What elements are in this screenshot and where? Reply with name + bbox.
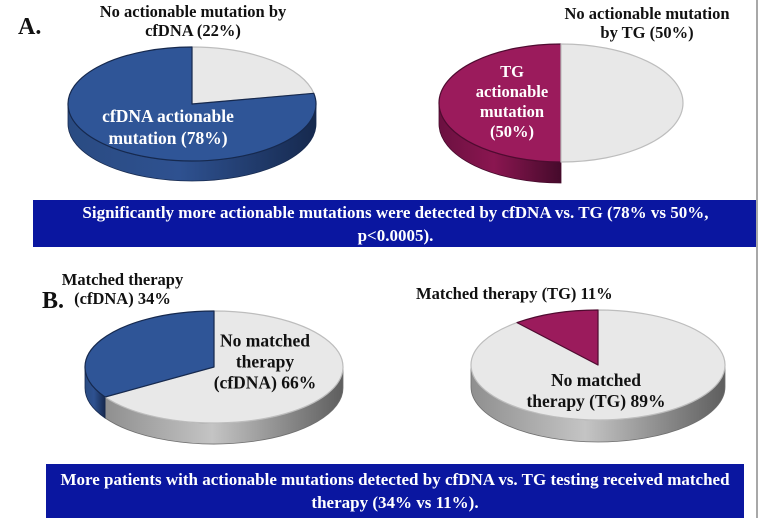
pie-b-tg-title: Matched therapy (TG) 11%	[416, 284, 613, 303]
pie-slice	[516, 309, 599, 366]
pie-b-tg-slice-label: No matched therapy (TG) 89%	[526, 370, 666, 411]
pie-a-tg-title: No actionable mutation by TG (50%)	[564, 4, 730, 42]
pie-b-cfdna-title: Matched therapy (cfDNA) 34%	[61, 270, 184, 308]
page-right-border-line	[756, 0, 758, 518]
pie-a-cfdna-title: No actionable mutation by cfDNA (22%)	[99, 2, 287, 40]
pie-slice	[191, 46, 315, 105]
section-b-banner: More patients with actionable mutations …	[46, 464, 744, 518]
pie-a-tg-slice-label: TG actionable mutation (50%)	[475, 62, 549, 141]
section-a-banner-text: Significantly more actionable mutations …	[82, 202, 709, 245]
pie-slice	[84, 310, 215, 398]
pie-slice	[67, 46, 317, 162]
pie-slice	[560, 43, 684, 163]
pie-b-cfdna-slice-label: No matched therapy (cfDNA) 66%	[213, 330, 317, 393]
section-b-banner-text: More patients with actionable mutations …	[60, 470, 730, 512]
pie-slice	[104, 310, 344, 424]
pie-a-cfdna	[67, 46, 317, 182]
pie-slice	[438, 43, 562, 163]
pie-b-tg	[470, 309, 726, 443]
pie-a-cfdna-slice-label: cfDNA actionable mutation (78%)	[102, 106, 234, 148]
pie-b-cfdna	[84, 310, 344, 445]
section-a-banner: Significantly more actionable mutations …	[33, 200, 758, 247]
section-a-label: A.	[18, 14, 42, 40]
section-b-label: B.	[42, 288, 65, 314]
pie-a-tg	[438, 43, 684, 184]
